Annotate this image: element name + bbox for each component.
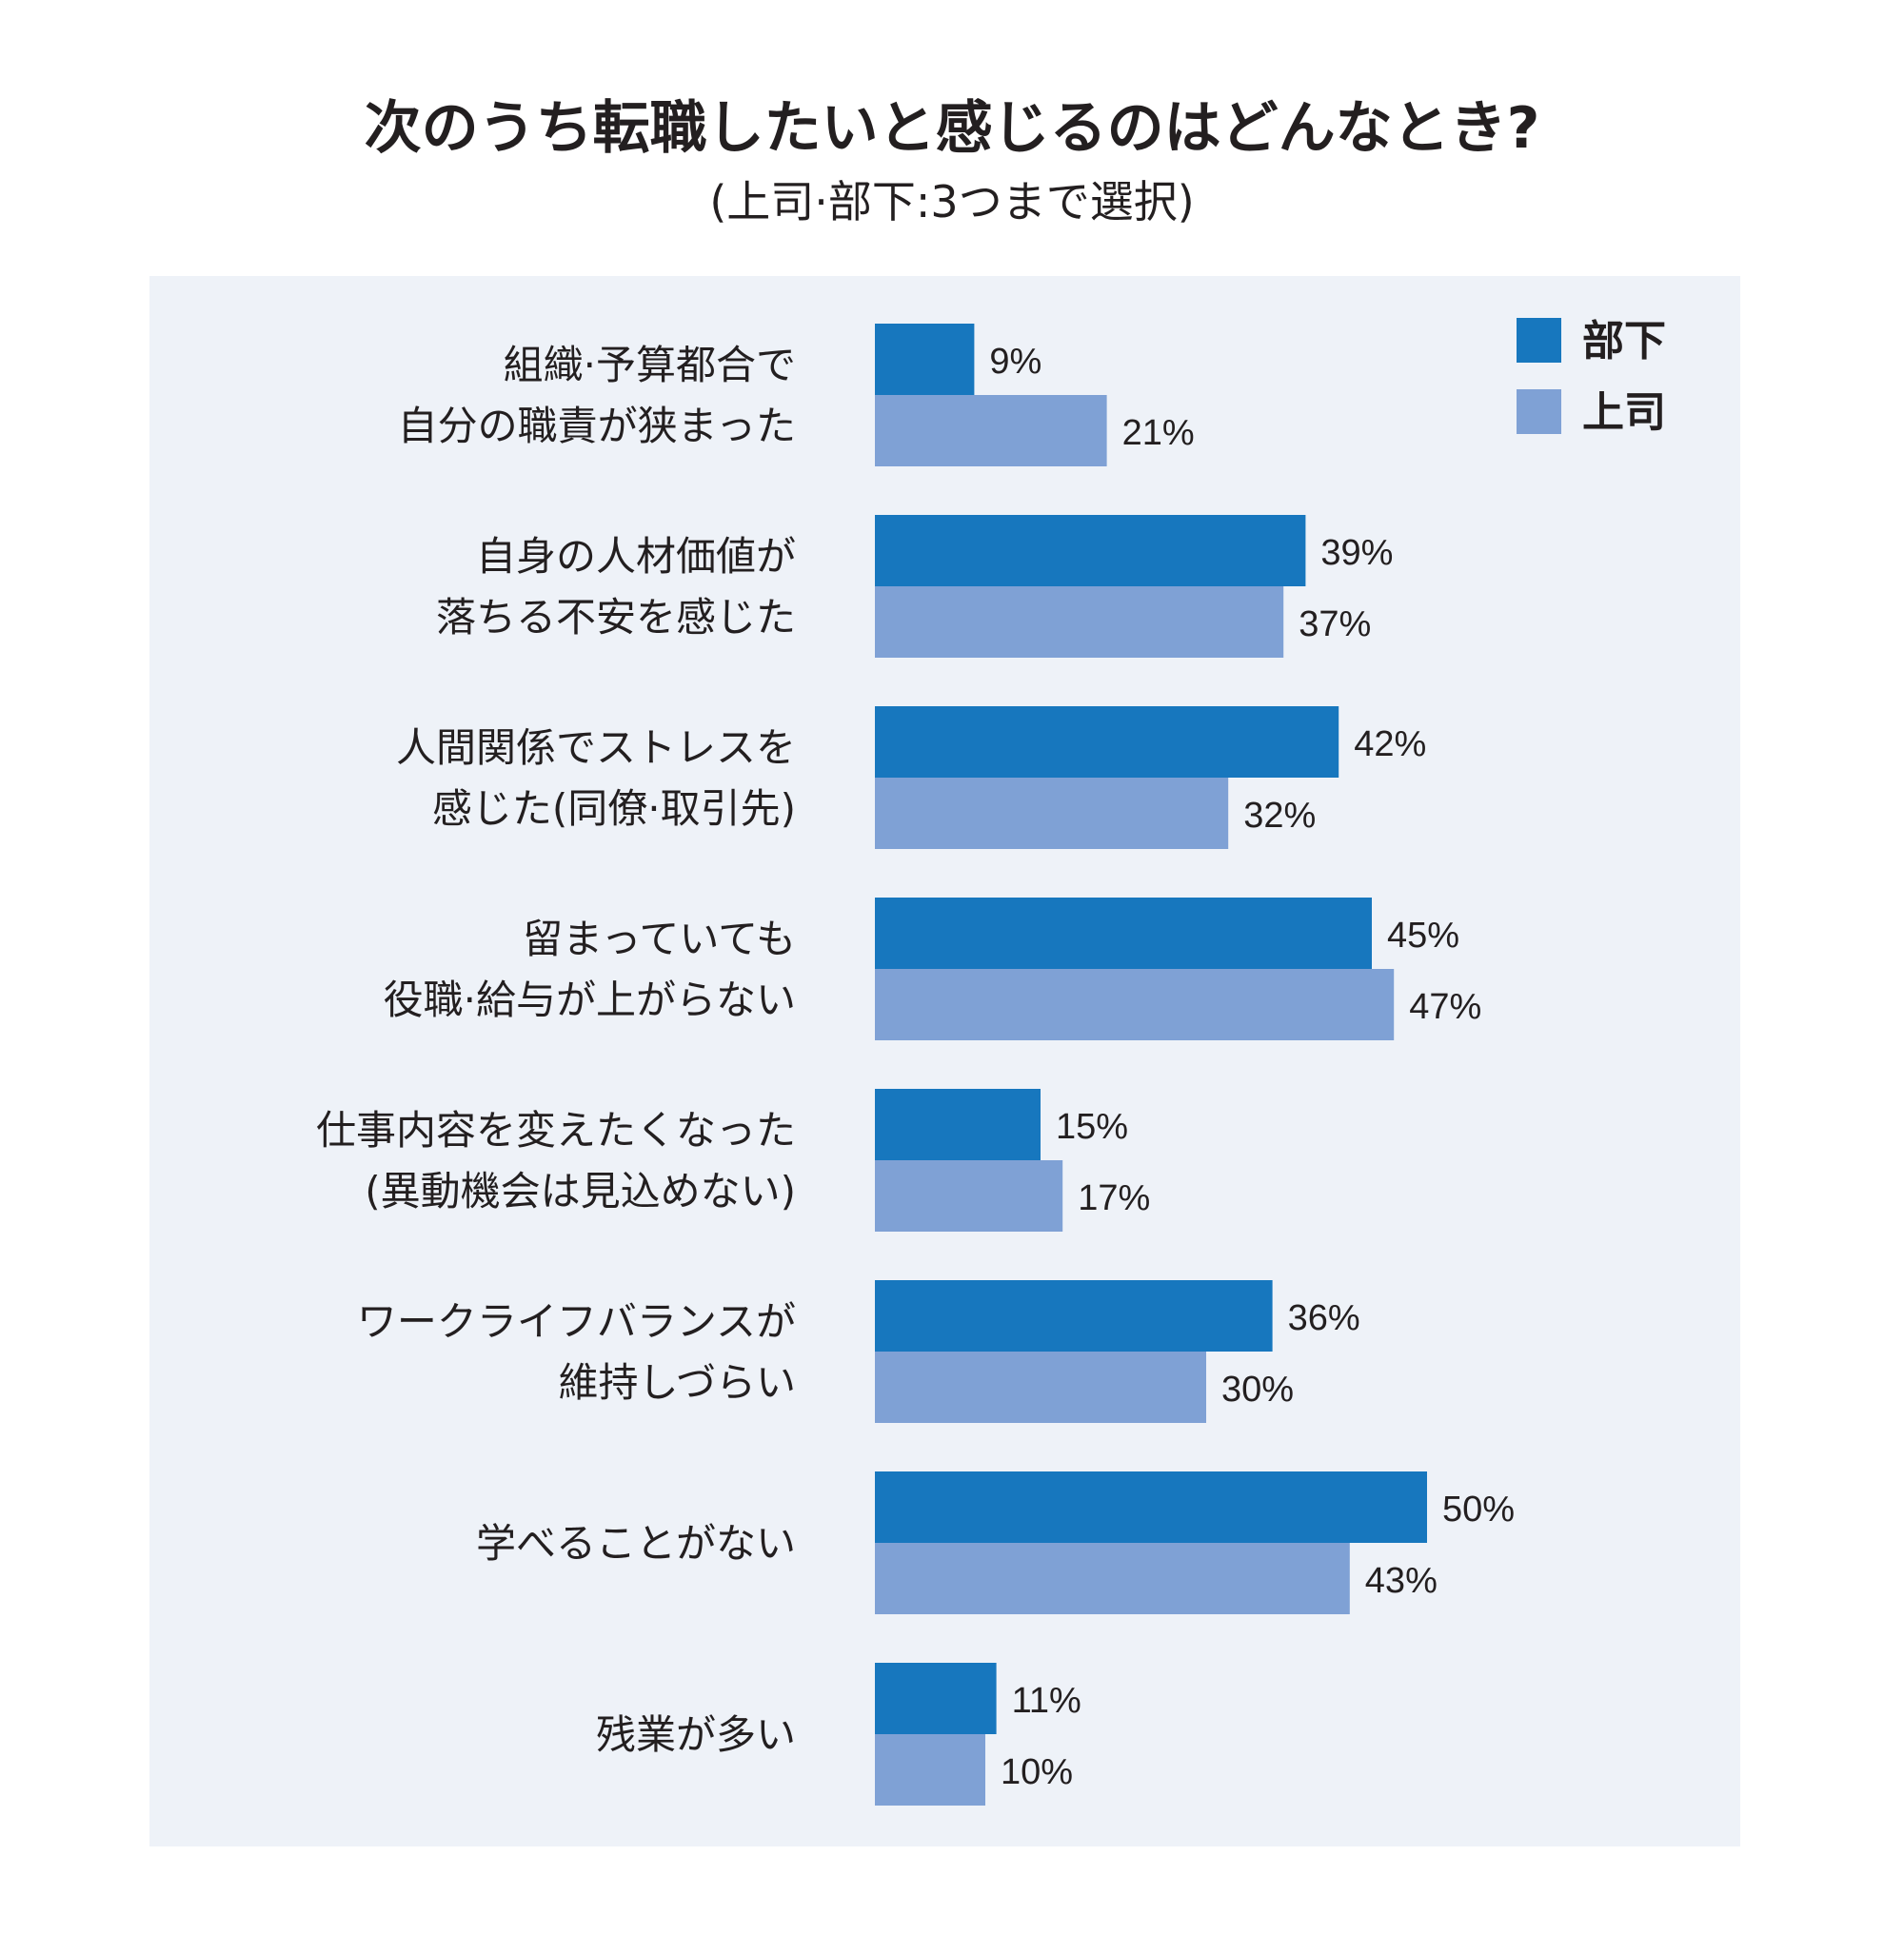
data-label: 30%: [1221, 1370, 1294, 1410]
bar-buka: [875, 1089, 1041, 1160]
data-label: 17%: [1078, 1178, 1150, 1218]
legend-swatch: [1517, 318, 1561, 363]
category-label: 自分の職責が狭まった: [398, 403, 796, 449]
data-label: 39%: [1320, 533, 1393, 573]
data-label: 37%: [1299, 604, 1371, 644]
category-label: 仕事内容を変えたくなった: [316, 1107, 796, 1154]
data-label: 10%: [1001, 1752, 1073, 1792]
legend-label: 部下: [1582, 317, 1666, 365]
category-label: (異動機会は見込めない): [365, 1168, 796, 1214]
data-label: 11%: [1012, 1681, 1081, 1721]
chart-title: 次のうち転職したいと感じるのはどんなとき?: [364, 95, 1540, 162]
data-label: 47%: [1409, 987, 1481, 1027]
bar-joushi: [875, 1543, 1350, 1614]
bar-joushi: [875, 395, 1107, 466]
category-label: 残業が多い: [596, 1711, 796, 1758]
bar-buka: [875, 515, 1306, 586]
category-label: 留まっていても: [523, 916, 796, 962]
data-label: 21%: [1122, 413, 1195, 453]
legend-label: 上司: [1582, 388, 1666, 437]
category-label: 組織·予算都合で: [504, 342, 796, 388]
category-label: 維持しづらい: [559, 1359, 796, 1406]
bar-joushi: [875, 969, 1395, 1040]
chart-subtitle: (上司·部下:3つまで選択): [709, 176, 1195, 227]
data-label: 36%: [1288, 1298, 1360, 1338]
category-label: 役職·給与が上がらない: [384, 977, 796, 1023]
bar-joushi: [875, 1734, 985, 1806]
bar-buka: [875, 706, 1339, 778]
bar-buka: [875, 324, 975, 395]
data-label: 50%: [1442, 1490, 1515, 1530]
bar-buka: [875, 898, 1372, 969]
category-label: 学べることがない: [476, 1520, 796, 1567]
bar-buka: [875, 1663, 997, 1734]
legend-swatch: [1517, 389, 1561, 434]
category-label: 人間関係でストレスを: [396, 724, 796, 771]
data-label: 15%: [1056, 1107, 1128, 1147]
data-label: 32%: [1243, 796, 1316, 836]
bar-buka: [875, 1471, 1427, 1543]
category-label: 落ちる不安を感じた: [436, 594, 796, 641]
bar-joushi: [875, 586, 1284, 658]
bar-joushi: [875, 1160, 1063, 1232]
data-label: 43%: [1365, 1561, 1438, 1601]
data-label: 42%: [1354, 724, 1426, 764]
bar-joushi: [875, 778, 1229, 849]
category-label: 感じた(同僚·取引先): [432, 785, 796, 832]
data-label: 9%: [989, 342, 1041, 382]
bar-buka: [875, 1280, 1273, 1352]
category-label: ワークライフバランスが: [357, 1298, 796, 1345]
bar-joushi: [875, 1352, 1206, 1423]
data-label: 45%: [1387, 916, 1459, 956]
category-label: 自身の人材価値が: [476, 533, 796, 580]
